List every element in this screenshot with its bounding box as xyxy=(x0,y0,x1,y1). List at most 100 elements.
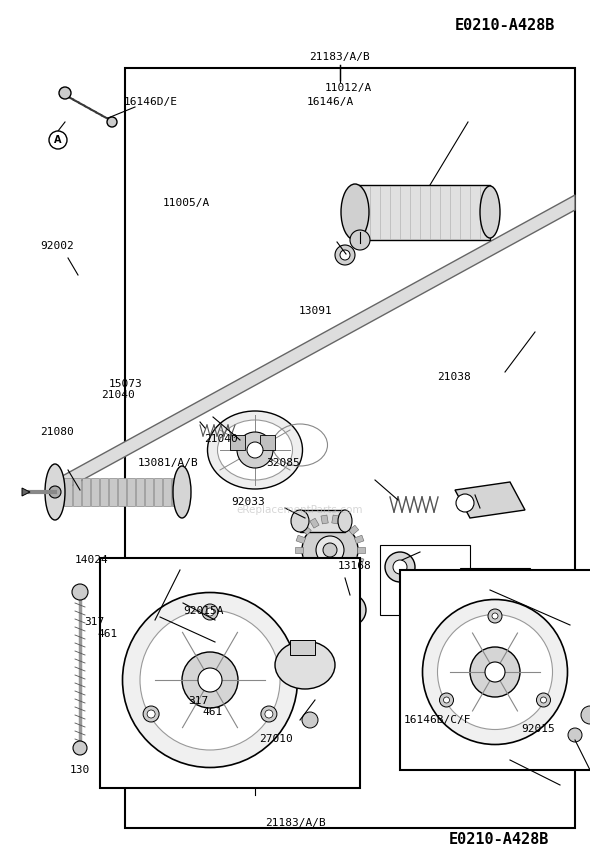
Text: 21040: 21040 xyxy=(101,390,135,401)
Polygon shape xyxy=(349,565,359,574)
Circle shape xyxy=(350,230,370,250)
Ellipse shape xyxy=(208,411,303,489)
Ellipse shape xyxy=(173,466,191,518)
Circle shape xyxy=(302,522,358,578)
Circle shape xyxy=(265,710,273,718)
Polygon shape xyxy=(295,547,303,553)
Circle shape xyxy=(335,245,355,265)
Bar xyxy=(125,68,575,828)
Polygon shape xyxy=(230,435,245,450)
Circle shape xyxy=(73,741,87,755)
Polygon shape xyxy=(290,640,315,655)
Polygon shape xyxy=(341,572,350,582)
Text: 16146D/E: 16146D/E xyxy=(123,97,178,108)
Bar xyxy=(380,545,470,615)
Bar xyxy=(400,570,590,770)
Circle shape xyxy=(323,543,337,557)
Ellipse shape xyxy=(275,641,335,689)
Polygon shape xyxy=(73,478,81,506)
Polygon shape xyxy=(296,556,306,565)
Text: 21080: 21080 xyxy=(40,427,74,437)
Circle shape xyxy=(261,706,277,722)
Polygon shape xyxy=(118,478,126,506)
Circle shape xyxy=(466,576,494,604)
Circle shape xyxy=(540,697,546,703)
Text: 32085: 32085 xyxy=(266,458,300,469)
Text: 21183/A/B: 21183/A/B xyxy=(310,52,371,62)
Text: 13168: 13168 xyxy=(338,561,372,571)
Ellipse shape xyxy=(123,593,297,767)
Polygon shape xyxy=(100,478,108,506)
Polygon shape xyxy=(145,478,153,506)
Polygon shape xyxy=(136,478,144,506)
Text: 92015: 92015 xyxy=(521,724,555,734)
Polygon shape xyxy=(172,478,180,506)
Polygon shape xyxy=(321,515,328,524)
Circle shape xyxy=(72,584,88,600)
Polygon shape xyxy=(64,478,72,506)
Circle shape xyxy=(182,652,238,708)
Circle shape xyxy=(393,560,407,574)
Text: 21183/A/B: 21183/A/B xyxy=(265,818,325,828)
Text: 13091: 13091 xyxy=(299,306,333,316)
Circle shape xyxy=(147,710,155,718)
Circle shape xyxy=(488,609,502,623)
Polygon shape xyxy=(455,482,525,518)
Text: eReplacementParts.com: eReplacementParts.com xyxy=(237,505,363,515)
Text: 14024: 14024 xyxy=(74,555,109,565)
Polygon shape xyxy=(355,535,364,544)
Polygon shape xyxy=(355,185,490,240)
Text: 16146/A: 16146/A xyxy=(307,97,354,108)
Circle shape xyxy=(206,608,214,616)
Polygon shape xyxy=(300,510,345,532)
Circle shape xyxy=(247,442,263,458)
Text: 15073: 15073 xyxy=(109,379,143,390)
Text: 16146B/C/F: 16146B/C/F xyxy=(404,715,471,725)
Polygon shape xyxy=(301,565,312,574)
Polygon shape xyxy=(332,515,339,524)
Ellipse shape xyxy=(291,510,309,532)
Circle shape xyxy=(474,584,486,596)
Text: 11012/A: 11012/A xyxy=(324,83,372,94)
Ellipse shape xyxy=(45,464,65,520)
Polygon shape xyxy=(321,576,328,585)
Text: E0210-A428B: E0210-A428B xyxy=(455,18,555,33)
Circle shape xyxy=(495,580,515,600)
Circle shape xyxy=(581,706,590,724)
Circle shape xyxy=(456,494,474,512)
Text: 21038: 21038 xyxy=(437,372,471,382)
Ellipse shape xyxy=(480,186,500,238)
Circle shape xyxy=(302,712,318,728)
Text: 317: 317 xyxy=(189,696,209,706)
Ellipse shape xyxy=(341,184,369,240)
Text: A: A xyxy=(54,135,62,145)
Polygon shape xyxy=(82,478,90,506)
Circle shape xyxy=(334,594,366,626)
Polygon shape xyxy=(55,478,63,506)
Circle shape xyxy=(316,536,344,564)
Text: 92002: 92002 xyxy=(40,241,74,251)
Circle shape xyxy=(49,131,67,149)
Text: 92033: 92033 xyxy=(231,497,265,507)
Circle shape xyxy=(568,728,582,742)
Circle shape xyxy=(201,631,229,659)
Circle shape xyxy=(49,486,61,498)
Polygon shape xyxy=(109,478,117,506)
Polygon shape xyxy=(127,478,135,506)
Circle shape xyxy=(107,117,117,127)
Polygon shape xyxy=(357,547,365,553)
Circle shape xyxy=(143,706,159,722)
Circle shape xyxy=(203,608,227,632)
Polygon shape xyxy=(355,556,364,565)
Polygon shape xyxy=(349,525,359,535)
Circle shape xyxy=(500,585,510,595)
Circle shape xyxy=(202,604,218,620)
Polygon shape xyxy=(260,435,275,450)
Bar xyxy=(100,558,360,788)
Polygon shape xyxy=(296,535,306,544)
Circle shape xyxy=(198,668,222,692)
Text: 21040: 21040 xyxy=(204,434,238,445)
Text: 130: 130 xyxy=(70,765,90,775)
Circle shape xyxy=(208,638,222,652)
Polygon shape xyxy=(91,478,99,506)
